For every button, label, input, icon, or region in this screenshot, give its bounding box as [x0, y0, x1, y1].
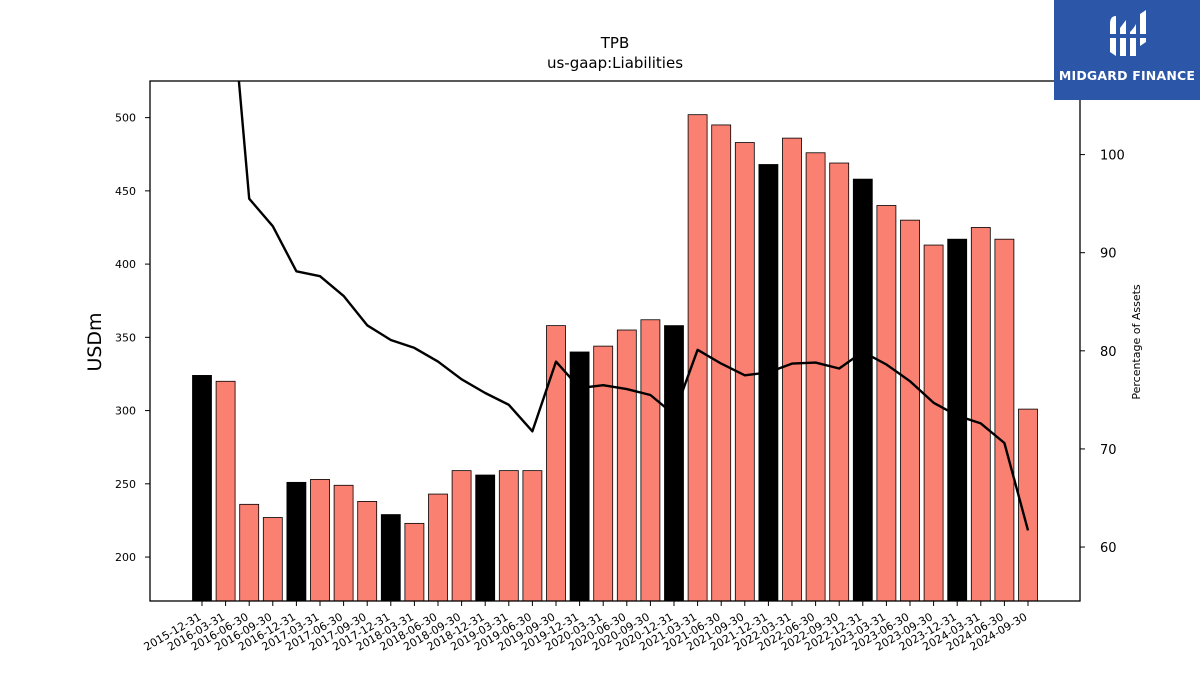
- bar: [475, 474, 496, 602]
- logo-mark-icon: [1108, 10, 1148, 56]
- bar: [357, 500, 378, 602]
- bar: [829, 162, 850, 602]
- series-line: [237, 81, 1030, 531]
- y-tick-label: 500: [115, 112, 136, 125]
- y-tick-label: 250: [115, 478, 136, 491]
- bar: [451, 470, 472, 602]
- bar: [900, 219, 920, 602]
- y-tick-label: 350: [115, 331, 136, 344]
- bar: [310, 479, 330, 602]
- bar: [687, 114, 708, 602]
- bar: [664, 325, 684, 602]
- bar: [522, 470, 543, 602]
- y2-tick-label: 100: [1100, 149, 1125, 164]
- plot-frame: [149, 80, 1081, 602]
- bar: [428, 493, 448, 602]
- bar: [805, 152, 826, 602]
- logo-text: MIDGARD FINANCE: [1058, 68, 1196, 83]
- bar: [616, 329, 637, 602]
- y-tick-label: 450: [115, 185, 136, 198]
- bar: [782, 137, 802, 602]
- bar: [333, 484, 354, 602]
- y2-tick-label: 70: [1100, 443, 1117, 458]
- bar: [192, 375, 212, 602]
- bar: [640, 319, 661, 602]
- y2-tick-label: 60: [1100, 541, 1117, 556]
- y-axis-label: USDm: [84, 312, 106, 371]
- plot-area: 200250300350400450500607080901002015-12-…: [115, 80, 1125, 654]
- bar: [923, 244, 944, 602]
- bar: [239, 503, 260, 602]
- bar: [380, 514, 401, 602]
- y2-tick-label: 90: [1100, 247, 1117, 262]
- bar: [262, 517, 283, 602]
- bar: [569, 351, 590, 602]
- brand-logo: MIDGARD FINANCE: [1054, 0, 1200, 100]
- bar: [404, 522, 425, 602]
- chart-title: TPB: [600, 34, 630, 52]
- bar: [852, 178, 873, 602]
- bar: [947, 238, 968, 602]
- bar: [215, 380, 236, 602]
- chart-subtitle: us-gaap:Liabilities: [547, 54, 683, 72]
- y-tick-label: 400: [115, 258, 136, 271]
- bar: [876, 205, 897, 602]
- bar: [498, 470, 519, 602]
- bar: [994, 238, 1015, 602]
- bar: [970, 227, 991, 602]
- y2-axis-label: Percentage of Assets: [1130, 284, 1143, 400]
- y-tick-label: 300: [115, 405, 136, 418]
- bar: [546, 325, 566, 602]
- bar: [758, 164, 779, 602]
- y-tick-label: 200: [115, 551, 136, 564]
- y2-tick-label: 80: [1100, 345, 1117, 360]
- bar: [286, 481, 307, 602]
